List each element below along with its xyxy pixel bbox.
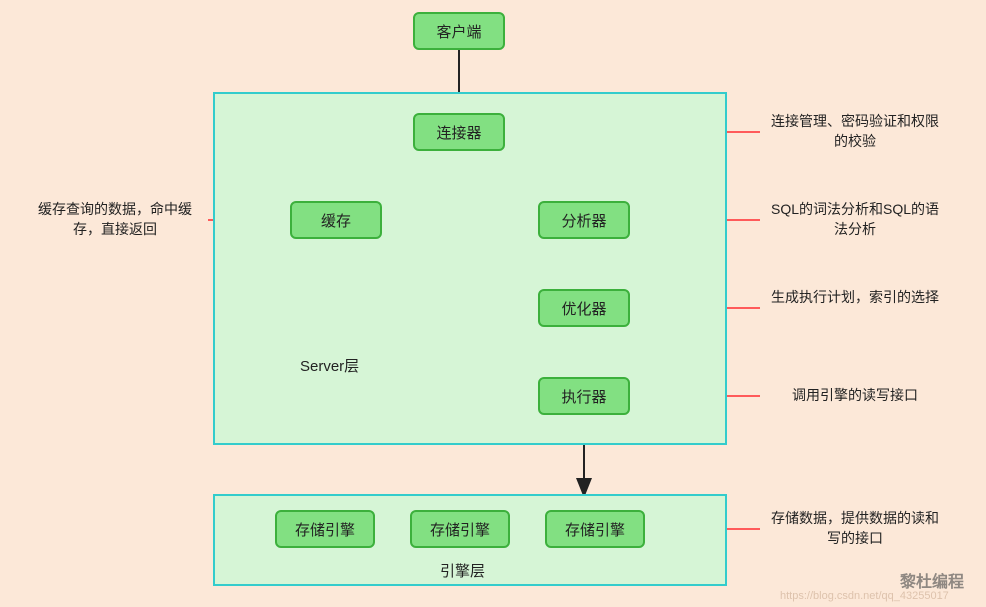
engine-layer-label: 引擎层	[440, 560, 485, 581]
node-client-label: 客户端	[436, 21, 481, 42]
node-connector-label: 连接器	[436, 122, 481, 143]
node-engine2-label: 存储引擎	[430, 519, 490, 540]
node-engine2: 存储引擎	[410, 510, 510, 548]
node-connector: 连接器	[413, 113, 505, 151]
node-client: 客户端	[413, 12, 505, 50]
node-cache: 缓存	[290, 201, 382, 239]
node-engine1: 存储引擎	[275, 510, 375, 548]
node-analyzer-label: 分析器	[561, 210, 606, 231]
node-cache-label: 缓存	[321, 210, 351, 231]
callout-text-1: 缓存查询的数据，命中缓存，直接返回	[25, 200, 205, 239]
node-optimizer-label: 优化器	[561, 298, 606, 319]
callout-text-0: 连接管理、密码验证和权限的校验	[765, 112, 945, 151]
node-optimizer: 优化器	[538, 289, 630, 327]
server-layer-label: Server层	[300, 355, 359, 376]
callout-text-2: SQL的词法分析和SQL的语法分析	[765, 200, 945, 239]
callout-text-4: 调用引擎的读写接口	[765, 386, 945, 406]
diagram-canvas: Server层引擎层 客户端连接器缓存 分析器优化器执行器存储引擎 存储引擎 存储引擎 连…	[0, 0, 986, 607]
node-engine3-label: 存储引擎	[565, 519, 625, 540]
node-engine1-label: 存储引擎	[295, 519, 355, 540]
watermark-brand: 黎杜编程	[900, 568, 964, 592]
callout-text-5: 存储数据，提供数据的读和写的接口	[765, 509, 945, 548]
callout-text-3: 生成执行计划，索引的选择	[765, 288, 945, 308]
node-engine3: 存储引擎	[545, 510, 645, 548]
node-executor-label: 执行器	[561, 386, 606, 407]
node-executor: 执行器	[538, 377, 630, 415]
node-analyzer: 分析器	[538, 201, 630, 239]
